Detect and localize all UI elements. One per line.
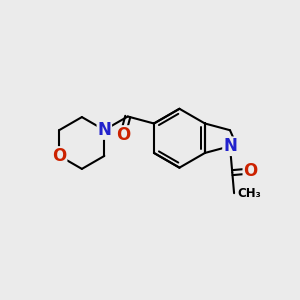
Text: O: O xyxy=(116,126,130,144)
Text: N: N xyxy=(98,121,111,139)
Text: N: N xyxy=(223,137,237,155)
Text: CH₃: CH₃ xyxy=(237,187,261,200)
Text: O: O xyxy=(52,147,67,165)
Text: O: O xyxy=(243,162,258,180)
